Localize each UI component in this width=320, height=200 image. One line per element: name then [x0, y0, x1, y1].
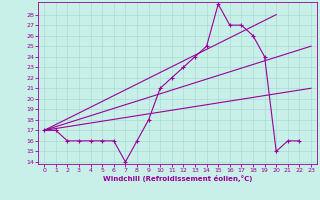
X-axis label: Windchill (Refroidissement éolien,°C): Windchill (Refroidissement éolien,°C) — [103, 175, 252, 182]
